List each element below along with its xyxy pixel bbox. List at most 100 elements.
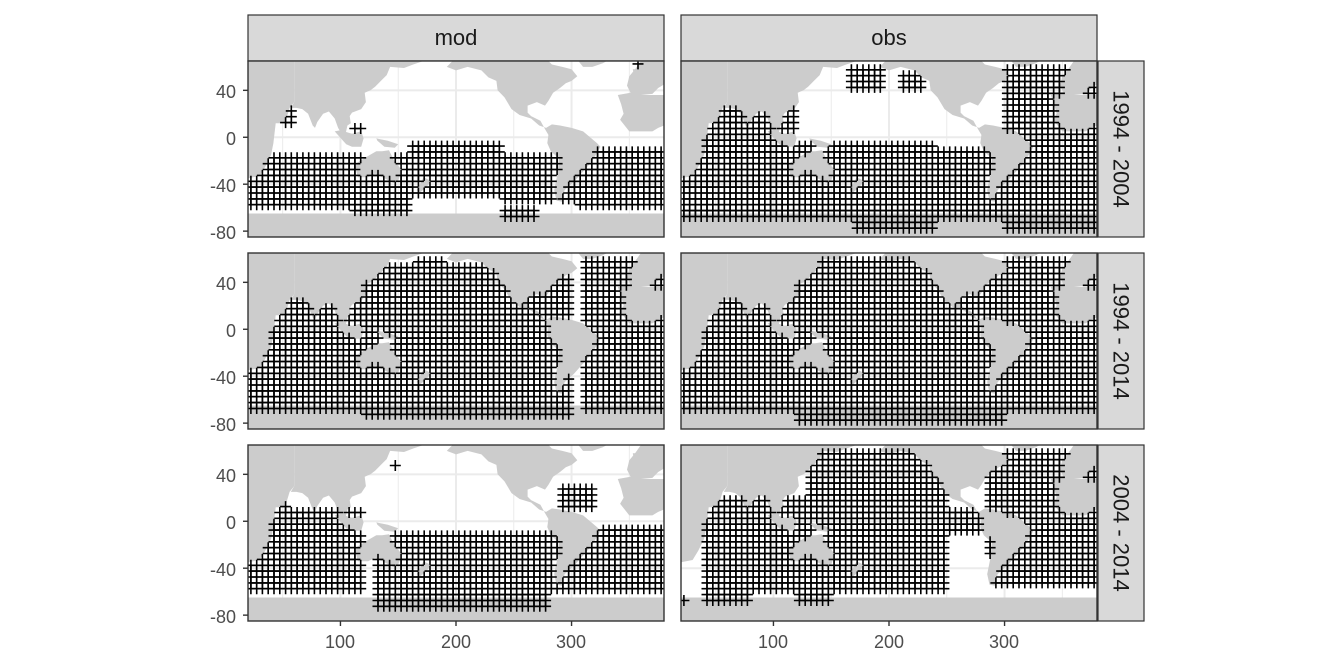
land-mass — [681, 61, 728, 179]
land-mass — [1050, 253, 1097, 287]
data-point — [915, 76, 927, 87]
data-point — [805, 332, 817, 344]
land-mass — [809, 138, 832, 148]
significance-points — [681, 256, 1097, 426]
land-mass — [849, 177, 864, 193]
land-mass — [723, 61, 857, 137]
data-point — [355, 530, 367, 542]
panel-obs-1994-2004 — [680, 60, 1098, 238]
data-point — [280, 501, 292, 513]
data-point — [984, 152, 996, 164]
data-point — [926, 279, 938, 291]
data-point — [372, 553, 384, 565]
significance-points — [681, 64, 1097, 234]
panel-plot-area — [681, 61, 1097, 237]
significance-points — [248, 61, 664, 222]
data-point — [921, 268, 933, 279]
data-point — [488, 268, 500, 279]
data-point — [817, 175, 829, 187]
data-point — [978, 338, 990, 350]
land-mass — [248, 597, 664, 621]
data-point — [909, 262, 921, 274]
data-point — [805, 140, 817, 152]
data-point — [817, 367, 829, 379]
panel-plot-area — [248, 445, 664, 621]
data-point — [1048, 291, 1060, 303]
data-point — [332, 326, 344, 338]
land-mass — [1050, 95, 1097, 132]
land-mass — [1050, 61, 1097, 95]
land-mass — [617, 479, 664, 516]
panel-plot-area — [681, 253, 1097, 429]
data-point — [776, 332, 788, 344]
panel-mod-2004-2014 — [243, 444, 665, 626]
land-mass — [416, 561, 431, 577]
data-point — [736, 111, 748, 123]
land-mass — [446, 253, 601, 394]
data-point — [1088, 315, 1097, 326]
data-point — [476, 262, 488, 274]
data-point — [528, 205, 540, 217]
data-point — [736, 303, 748, 315]
land-mass — [617, 61, 664, 95]
land-mass — [617, 95, 664, 132]
data-point — [874, 64, 886, 76]
column-strip-mod: mod — [247, 14, 665, 62]
land-mass — [248, 405, 664, 429]
data-point — [967, 315, 979, 326]
land-mass — [446, 61, 601, 202]
data-point — [355, 559, 367, 571]
land-mass — [681, 253, 728, 371]
data-point — [759, 303, 771, 315]
land-mass — [416, 177, 431, 193]
land-mass — [334, 130, 364, 147]
land-mass — [1050, 287, 1097, 324]
panel-border — [680, 252, 1098, 430]
data-point — [805, 361, 817, 373]
land-mass — [1065, 69, 1072, 79]
data-point — [926, 140, 938, 152]
row-strip-2004-2014: 2004 - 2014 — [1097, 444, 1145, 622]
land-mass — [617, 445, 664, 479]
data-point — [563, 273, 575, 285]
data-point — [632, 61, 644, 70]
data-point — [355, 123, 367, 134]
data-point — [626, 256, 638, 268]
column-strip-obs: obs — [680, 14, 1098, 62]
land-mass — [723, 253, 857, 329]
data-point — [1053, 315, 1065, 326]
panel-plot-area — [248, 61, 664, 237]
data-point — [297, 297, 309, 309]
row-strip-2004-2014-label: 2004 - 2014 — [1109, 474, 1134, 591]
data-point — [765, 134, 777, 146]
data-point — [615, 291, 627, 303]
panel-obs-1994-2014 — [680, 252, 1098, 430]
land-mass — [578, 61, 608, 67]
data-point — [389, 460, 401, 471]
data-point — [343, 332, 355, 344]
data-point — [534, 315, 546, 326]
data-point — [765, 315, 777, 326]
data-point — [730, 297, 742, 309]
land-mass — [290, 61, 424, 137]
data-point — [332, 315, 344, 326]
panel-border — [247, 252, 665, 430]
data-point — [332, 507, 344, 518]
row-strip-1994-2004: 1994 - 2004 — [1097, 60, 1145, 238]
panel-plot-area — [248, 253, 664, 429]
row-strip-1994-2014: 1994 - 2014 — [1097, 252, 1145, 430]
land-mass — [248, 253, 295, 371]
panels — [243, 60, 1098, 626]
data-point — [372, 361, 384, 373]
data-point — [788, 105, 800, 117]
panel-mod-1994-2004 — [243, 60, 665, 238]
land-mass — [376, 330, 399, 340]
data-point — [655, 273, 664, 285]
data-point — [516, 303, 528, 315]
data-point — [805, 169, 817, 181]
data-point — [1053, 123, 1065, 134]
land-mass — [849, 369, 864, 385]
data-point — [332, 518, 344, 530]
data-point — [1059, 64, 1071, 76]
land-mass — [681, 405, 1097, 429]
